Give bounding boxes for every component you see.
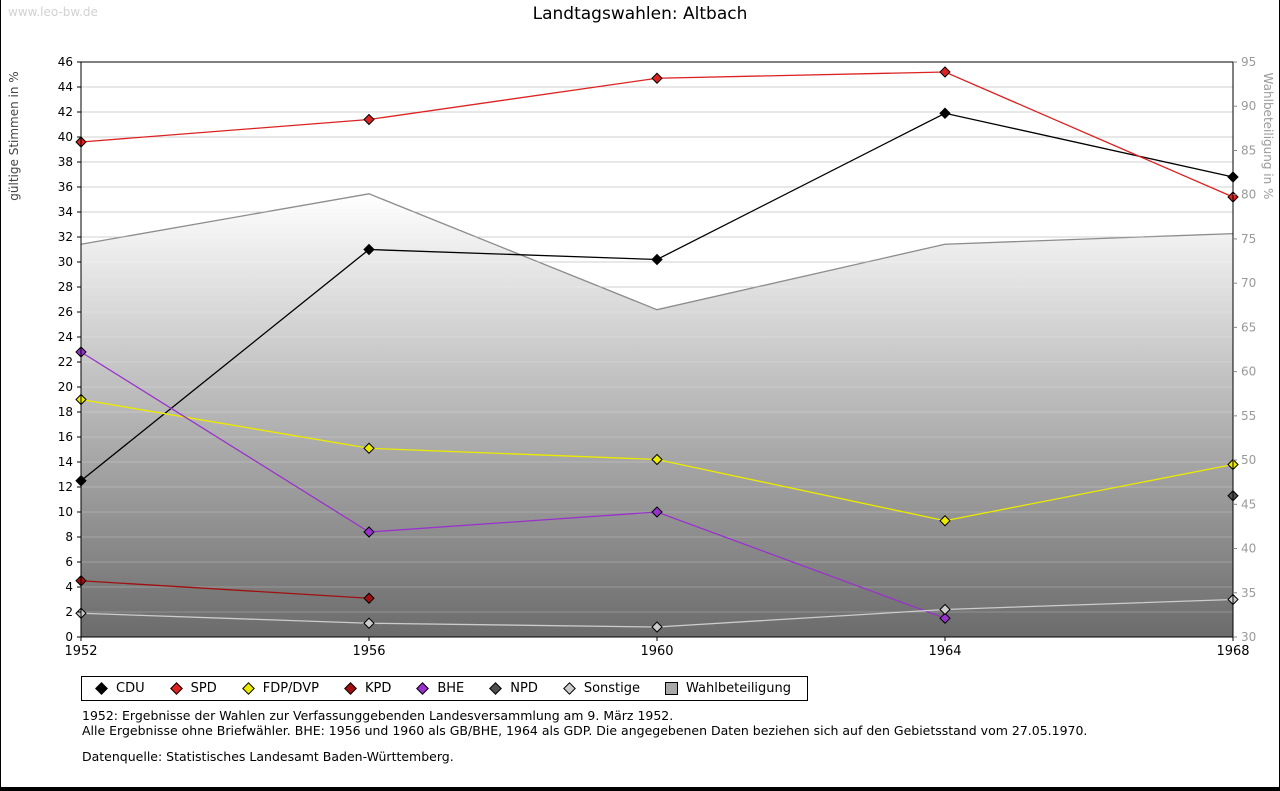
svg-text:0: 0 [65, 630, 73, 644]
legend-item-cdu: CDU [94, 681, 145, 696]
watermark: www.leo-bw.de [8, 5, 98, 19]
legend-marker-cdu [95, 682, 108, 695]
legend-label-cdu: CDU [116, 681, 145, 696]
legend-item-fdp-dvp: FDP/DVP [241, 681, 319, 696]
svg-text:95: 95 [1241, 55, 1256, 69]
svg-text:32: 32 [58, 230, 73, 244]
svg-text:6: 6 [65, 555, 73, 569]
svg-text:45: 45 [1241, 497, 1256, 511]
legend-item-bhe: BHE [415, 681, 464, 696]
legend-item-spd: SPD [169, 681, 217, 696]
svg-text:1952: 1952 [64, 644, 97, 659]
chart-title: Landtagswahlen: Altbach [532, 4, 748, 24]
svg-text:42: 42 [58, 105, 73, 119]
svg-text:65: 65 [1241, 320, 1256, 334]
svg-text:90: 90 [1241, 99, 1256, 113]
legend-marker-fdp-dvp [241, 682, 255, 695]
svg-text:26: 26 [58, 305, 73, 319]
legend-item-kpd: KPD [343, 681, 391, 696]
svg-text:44: 44 [58, 80, 73, 94]
svg-text:34: 34 [58, 205, 73, 219]
footnote-line2: Alle Ergebnisse ohne Briefwähler. BHE: 1… [82, 722, 1088, 738]
page-bottom-border [1, 787, 1279, 791]
legend-label-spd: SPD [190, 681, 217, 696]
svg-text:20: 20 [58, 380, 73, 394]
svg-text:16: 16 [58, 430, 73, 444]
legend-label-npd: NPD [510, 681, 538, 696]
svg-text:14: 14 [58, 455, 73, 469]
svg-text:60: 60 [1241, 365, 1256, 379]
svg-text:gültige Stimmen in %: gültige Stimmen in % [7, 71, 21, 200]
svg-text:85: 85 [1241, 143, 1256, 157]
legend-marker-npd [489, 682, 503, 695]
legend-item-sonstige: Sonstige [562, 681, 640, 696]
legend-marker-bhe [416, 682, 430, 695]
svg-text:50: 50 [1241, 453, 1256, 467]
svg-text:70: 70 [1241, 276, 1256, 290]
svg-text:38: 38 [58, 155, 73, 169]
svg-text:22: 22 [58, 355, 73, 369]
svg-text:4: 4 [65, 580, 73, 594]
svg-text:1968: 1968 [1216, 644, 1249, 659]
svg-text:28: 28 [58, 280, 73, 294]
footnote-line1: 1952: Ergebnisse der Wahlen zur Verfassu… [82, 708, 674, 723]
svg-text:12: 12 [58, 480, 73, 494]
svg-text:40: 40 [1241, 542, 1256, 556]
election-line-chart: 0246810121416182022242628303234363840424… [7, 55, 1275, 659]
legend-marker-sonstige [562, 682, 576, 695]
svg-text:2: 2 [65, 605, 73, 619]
svg-text:1956: 1956 [352, 644, 385, 659]
svg-text:80: 80 [1241, 188, 1256, 202]
svg-text:18: 18 [58, 405, 73, 419]
legend-item-npd: NPD [488, 681, 538, 696]
legend-label-fdp-dvp: FDP/DVP [262, 681, 319, 696]
legend-label-kpd: KPD [364, 681, 392, 696]
legend-item-wahlbeteiligung: Wahlbeteiligung [664, 681, 791, 696]
legend-label-wahlbeteiligung: Wahlbeteiligung [686, 681, 792, 696]
svg-text:30: 30 [1241, 630, 1256, 644]
svg-text:75: 75 [1241, 232, 1256, 246]
svg-text:55: 55 [1241, 409, 1256, 423]
svg-text:1960: 1960 [640, 644, 673, 659]
legend-marker-spd [169, 682, 183, 695]
footnotes: 1952: Ergebnisse der Wahlen zur Verfassu… [82, 708, 1088, 765]
svg-text:8: 8 [65, 530, 73, 544]
svg-text:40: 40 [58, 130, 73, 144]
svg-text:36: 36 [58, 180, 73, 194]
svg-text:24: 24 [58, 330, 73, 344]
legend-marker-wahlbeteiligung [665, 682, 679, 695]
svg-text:Wahlbeteiligung in %: Wahlbeteiligung in % [1261, 73, 1275, 200]
svg-text:1964: 1964 [928, 644, 961, 659]
footnote-source: Datenquelle: Statistisches Landesamt Bad… [82, 749, 454, 764]
legend-marker-kpd [344, 682, 357, 695]
svg-text:10: 10 [58, 505, 73, 519]
svg-text:30: 30 [58, 255, 73, 269]
svg-text:46: 46 [58, 55, 73, 69]
legend-label-sonstige: Sonstige [583, 681, 641, 696]
chart-legend: CDU SPD FDP/DVP KPD BHE NPD Sonstige Wahlbeteil… [81, 676, 809, 701]
svg-text:35: 35 [1241, 586, 1256, 600]
legend-label-bhe: BHE [437, 681, 465, 696]
